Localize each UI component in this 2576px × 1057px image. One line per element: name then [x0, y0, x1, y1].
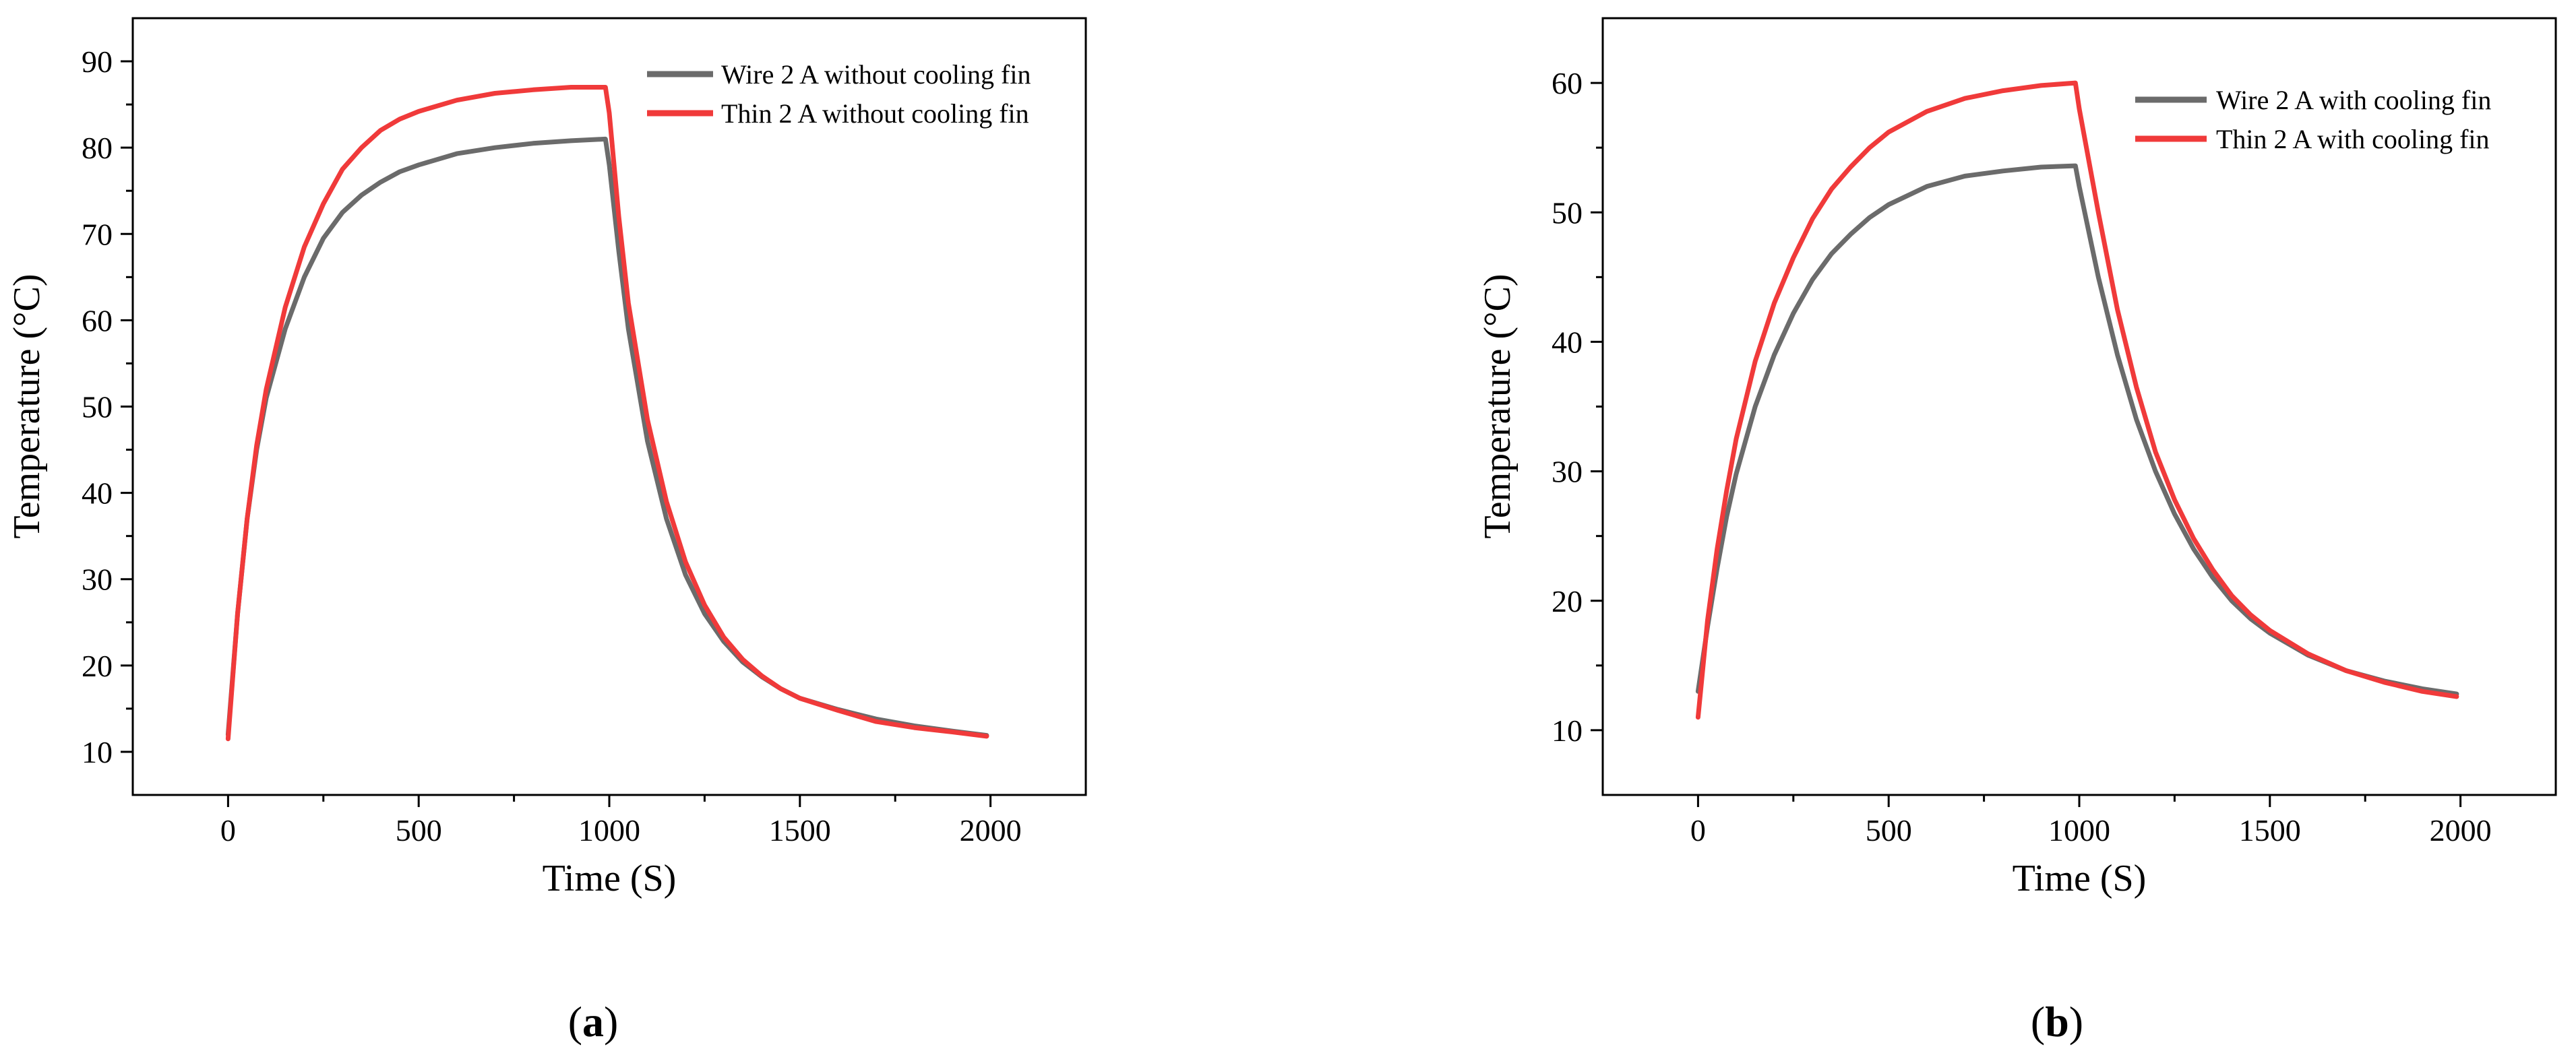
y-tick-label: 20: [1552, 584, 1583, 618]
y-tick-label: 80: [82, 131, 113, 165]
y-tick-label: 60: [82, 303, 113, 338]
x-tick-label: 500: [396, 813, 442, 847]
y-tick-label: 50: [1552, 195, 1583, 230]
x-tick-label: 1500: [2239, 813, 2301, 847]
legend-label-wire: Wire 2 A without cooling fin: [721, 59, 1031, 90]
y-tick-label: 20: [82, 649, 113, 683]
y-axis-title: Temperature (°C): [6, 274, 48, 538]
legend-label-thin: Thin 2 A without cooling fin: [721, 98, 1029, 129]
panel-caption-b: (b): [2031, 998, 2083, 1046]
y-tick-label: 40: [1552, 325, 1583, 359]
x-axis: 0 500 1000 1500 2000: [1690, 795, 2492, 847]
y-axis-title: Temperature (°C): [1477, 274, 1519, 538]
legend: Wire 2 A with cooling fin Thin 2 A with …: [2135, 85, 2491, 154]
x-tick-label: 1000: [2048, 813, 2110, 847]
x-tick-label: 2000: [2430, 813, 2492, 847]
legend: Wire 2 A without cooling fin Thin 2 A wi…: [647, 59, 1031, 129]
y-axis: 10 20 30 40 50 60 70 80 90: [82, 44, 133, 769]
x-axis-title: Time (S): [2013, 858, 2147, 899]
y-tick-label: 70: [82, 217, 113, 251]
series-group: [1695, 80, 2459, 720]
x-axis: 0 500 1000 1500 2000: [220, 795, 1022, 847]
y-tick-label: 10: [82, 735, 113, 769]
y-tick-label: 90: [82, 44, 113, 79]
legend-label-thin: Thin 2 A with cooling fin: [2216, 124, 2490, 154]
x-tick-label: 1500: [769, 813, 831, 847]
y-tick-label: 50: [82, 390, 113, 424]
y-tick-label: 30: [82, 563, 113, 597]
x-axis-title: Time (S): [543, 858, 677, 899]
legend-label-wire: Wire 2 A with cooling fin: [2216, 85, 2491, 115]
chart-panel-b: 0 500 1000 1500 2000 10 20 30 40 50 60 Time (S) T…: [1477, 17, 2557, 1046]
x-tick-label: 500: [1866, 813, 1912, 847]
x-tick-label: 0: [1690, 813, 1706, 847]
series-line-thin: [225, 85, 989, 742]
y-tick-label: 10: [1552, 713, 1583, 748]
series-line-thin: [1695, 80, 2459, 720]
y-tick-label: 40: [82, 476, 113, 511]
panel-label-b: b: [2045, 998, 2069, 1046]
y-tick-label: 60: [1552, 66, 1583, 100]
series-group: [225, 85, 989, 742]
y-axis: 10 20 30 40 50 60: [1552, 66, 1603, 748]
series-line-wire: [225, 136, 989, 738]
x-tick-label: 1000: [578, 813, 640, 847]
x-tick-label: 2000: [960, 813, 1022, 847]
panel-caption-a: (a): [568, 998, 619, 1046]
y-tick-label: 30: [1552, 455, 1583, 489]
chart-panel-a: 0 500 1000 1500 2000 10 20 30 40 50 60 70 80 90 Time…: [6, 17, 1087, 1046]
panel-label-a: a: [582, 998, 604, 1046]
x-tick-label: 0: [220, 813, 236, 847]
series-line-wire: [1695, 163, 2459, 697]
